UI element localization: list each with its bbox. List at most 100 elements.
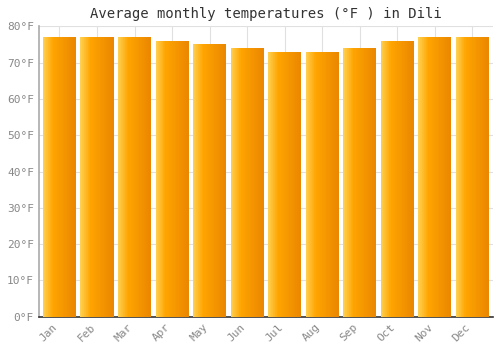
Bar bbox=[432, 37, 433, 317]
Bar bbox=[214, 44, 215, 317]
Bar bbox=[486, 37, 487, 317]
Bar bbox=[97, 37, 98, 317]
Bar bbox=[444, 37, 445, 317]
Bar bbox=[157, 41, 158, 317]
Bar bbox=[427, 37, 428, 317]
Bar bbox=[324, 52, 325, 317]
Bar bbox=[347, 48, 348, 317]
Bar bbox=[435, 37, 436, 317]
Bar bbox=[400, 41, 402, 317]
Bar bbox=[156, 41, 157, 317]
Bar bbox=[362, 48, 363, 317]
Bar bbox=[381, 41, 382, 317]
Bar bbox=[158, 41, 159, 317]
Bar bbox=[320, 52, 321, 317]
Bar bbox=[345, 48, 346, 317]
Bar bbox=[136, 37, 137, 317]
Bar bbox=[72, 37, 74, 317]
Bar bbox=[360, 48, 361, 317]
Bar bbox=[113, 37, 114, 317]
Bar bbox=[460, 37, 461, 317]
Bar bbox=[276, 52, 277, 317]
Bar bbox=[120, 37, 122, 317]
Bar bbox=[349, 48, 350, 317]
Bar bbox=[211, 44, 212, 317]
Bar bbox=[178, 41, 180, 317]
Bar bbox=[81, 37, 82, 317]
Bar bbox=[250, 48, 251, 317]
Bar bbox=[213, 44, 214, 317]
Bar bbox=[431, 37, 432, 317]
Bar bbox=[390, 41, 391, 317]
Bar bbox=[277, 52, 278, 317]
Bar bbox=[353, 48, 354, 317]
Bar bbox=[137, 37, 138, 317]
Bar bbox=[382, 41, 383, 317]
Bar bbox=[53, 37, 54, 317]
Bar bbox=[330, 52, 331, 317]
Bar bbox=[253, 48, 254, 317]
Bar bbox=[63, 37, 64, 317]
Bar bbox=[409, 41, 410, 317]
Bar bbox=[122, 37, 124, 317]
Bar bbox=[306, 52, 307, 317]
Bar bbox=[386, 41, 387, 317]
Bar bbox=[64, 37, 66, 317]
Bar bbox=[49, 37, 50, 317]
Bar bbox=[101, 37, 102, 317]
Bar bbox=[262, 48, 263, 317]
Bar bbox=[387, 41, 388, 317]
Bar bbox=[225, 44, 226, 317]
Bar bbox=[232, 48, 234, 317]
Bar bbox=[176, 41, 178, 317]
Bar bbox=[308, 52, 309, 317]
Bar bbox=[198, 44, 199, 317]
Bar bbox=[358, 48, 359, 317]
Bar bbox=[51, 37, 52, 317]
Bar bbox=[140, 37, 141, 317]
Bar bbox=[469, 37, 470, 317]
Bar bbox=[254, 48, 255, 317]
Bar bbox=[384, 41, 385, 317]
Bar bbox=[95, 37, 96, 317]
Bar bbox=[172, 41, 173, 317]
Bar bbox=[86, 37, 87, 317]
Bar bbox=[286, 52, 288, 317]
Bar bbox=[408, 41, 410, 317]
Bar bbox=[223, 44, 224, 317]
Bar bbox=[134, 37, 135, 317]
Bar bbox=[359, 48, 360, 317]
Bar bbox=[413, 41, 414, 317]
Bar bbox=[201, 44, 202, 317]
Bar bbox=[352, 48, 353, 317]
Bar bbox=[383, 41, 384, 317]
Bar bbox=[334, 52, 335, 317]
Bar bbox=[164, 41, 165, 317]
Bar bbox=[456, 37, 457, 317]
Bar bbox=[208, 44, 209, 317]
Bar bbox=[357, 48, 358, 317]
Bar bbox=[222, 44, 223, 317]
Bar bbox=[419, 37, 420, 317]
Bar bbox=[88, 37, 89, 317]
Bar bbox=[170, 41, 171, 317]
Bar bbox=[467, 37, 468, 317]
Bar bbox=[102, 37, 103, 317]
Bar bbox=[440, 37, 441, 317]
Bar bbox=[311, 52, 312, 317]
Bar bbox=[195, 44, 196, 317]
Bar bbox=[282, 52, 283, 317]
Bar bbox=[169, 41, 170, 317]
Bar bbox=[126, 37, 128, 317]
Bar bbox=[424, 37, 425, 317]
Bar bbox=[315, 52, 316, 317]
Bar bbox=[87, 37, 88, 317]
Bar bbox=[105, 37, 106, 317]
Bar bbox=[318, 52, 319, 317]
Bar bbox=[62, 37, 63, 317]
Bar bbox=[245, 48, 246, 317]
Bar bbox=[251, 48, 252, 317]
Bar bbox=[104, 37, 105, 317]
Bar bbox=[275, 52, 276, 317]
Bar bbox=[336, 52, 337, 317]
